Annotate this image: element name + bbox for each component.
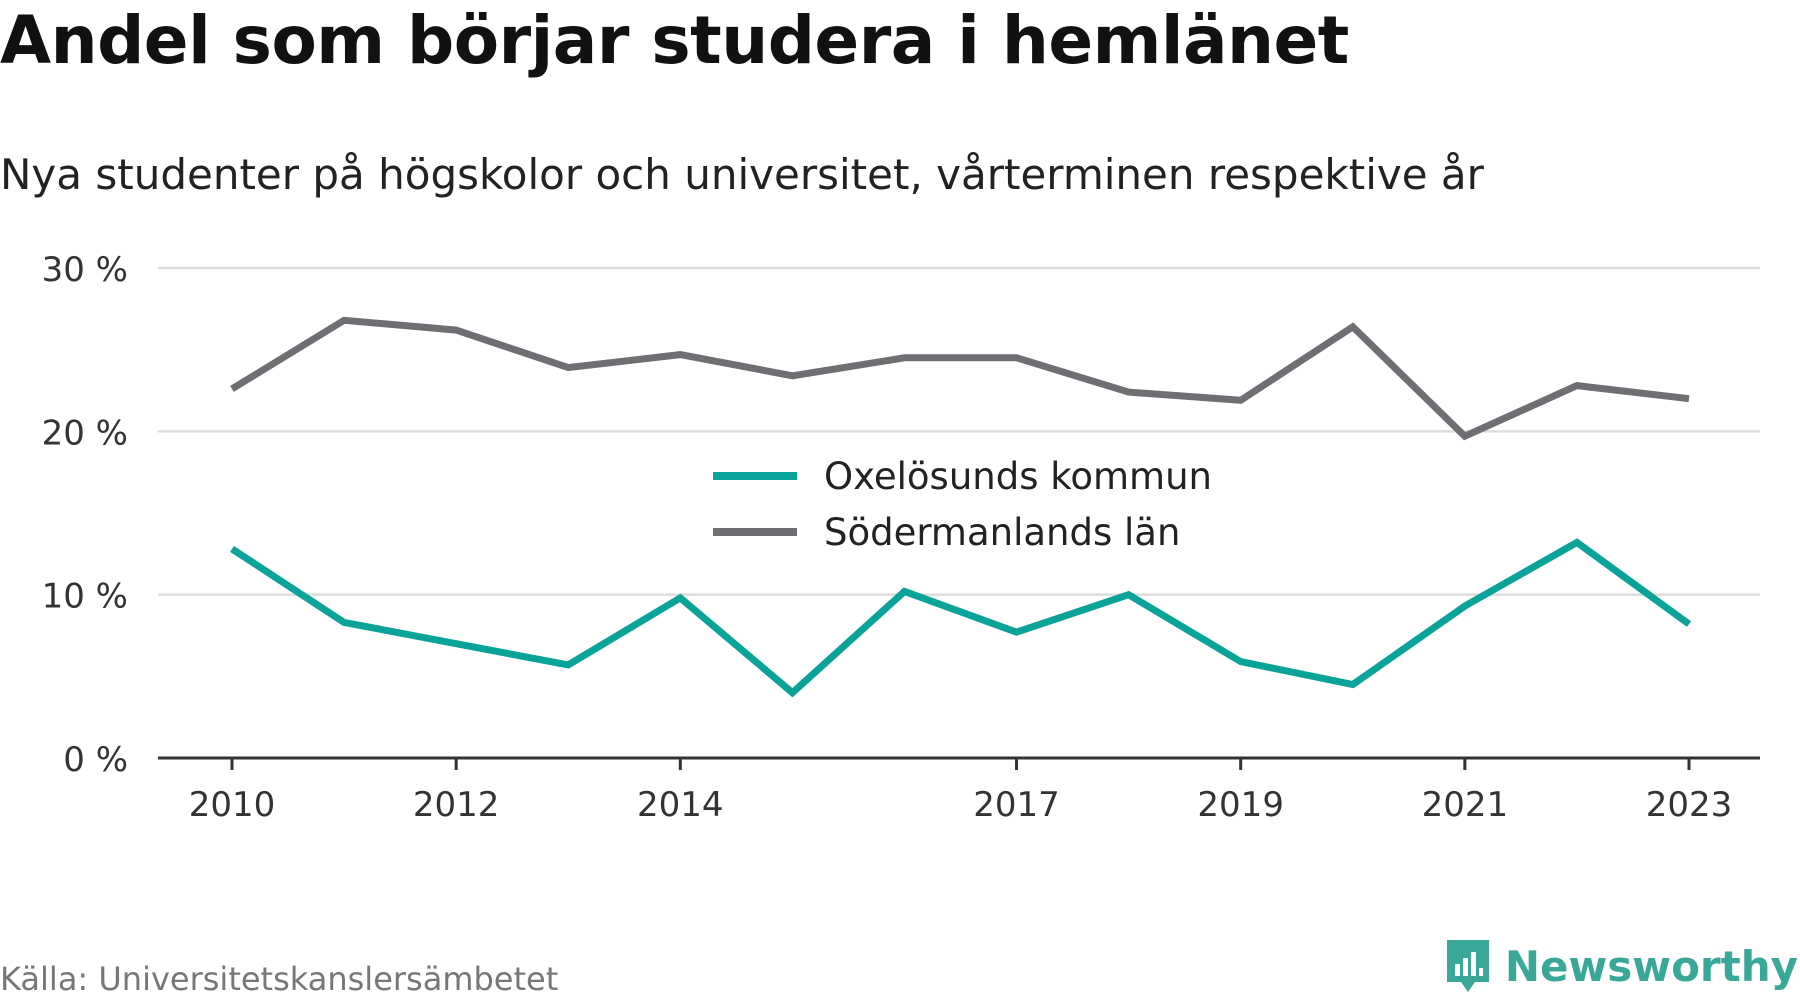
series-line <box>230 538 1692 698</box>
source-note: Källa: Universitetskanslersämbetet <box>0 960 559 998</box>
x-tick-label: 2014 <box>637 785 724 825</box>
brand-logo: Newsworthy <box>1443 938 1798 994</box>
y-axis-ticks: 0 % 10 % 20 % 30 % <box>42 250 128 780</box>
x-tick-label: 2010 <box>189 785 276 825</box>
y-tick-label: 30 % <box>42 250 128 290</box>
legend-label: Oxelösunds kommun <box>824 455 1212 498</box>
newsworthy-logo-icon <box>1446 940 1489 992</box>
line-chart: 0 % 10 % 20 % 30 % 2010 2012 2014 2017 2019 2021… <box>42 250 1760 825</box>
y-tick-label: 20 % <box>42 413 128 453</box>
x-tick-label: 2021 <box>1422 785 1509 825</box>
series-lines <box>230 316 1692 698</box>
x-tick-label: 2019 <box>1197 785 1284 825</box>
x-tick-label: 2023 <box>1646 785 1733 825</box>
legend-label: Södermanlands län <box>824 511 1180 554</box>
legend: Oxelösunds kommun Södermanlands län <box>713 455 1212 554</box>
brand-name: Newsworthy <box>1504 941 1798 991</box>
grid-lines <box>158 266 1760 596</box>
x-tick-label: 2012 <box>413 785 500 825</box>
series-line <box>230 316 1690 441</box>
y-tick-label: 0 % <box>63 740 128 780</box>
chart-title: Andel som börjar studera i hemlänet <box>0 2 1349 79</box>
x-tick-label: 2017 <box>973 785 1060 825</box>
x-axis: 2010 2012 2014 2017 2019 2021 2023 <box>158 756 1760 825</box>
y-tick-label: 10 % <box>42 577 128 617</box>
chart-subtitle: Nya studenter på högskolor och universit… <box>0 150 1484 199</box>
